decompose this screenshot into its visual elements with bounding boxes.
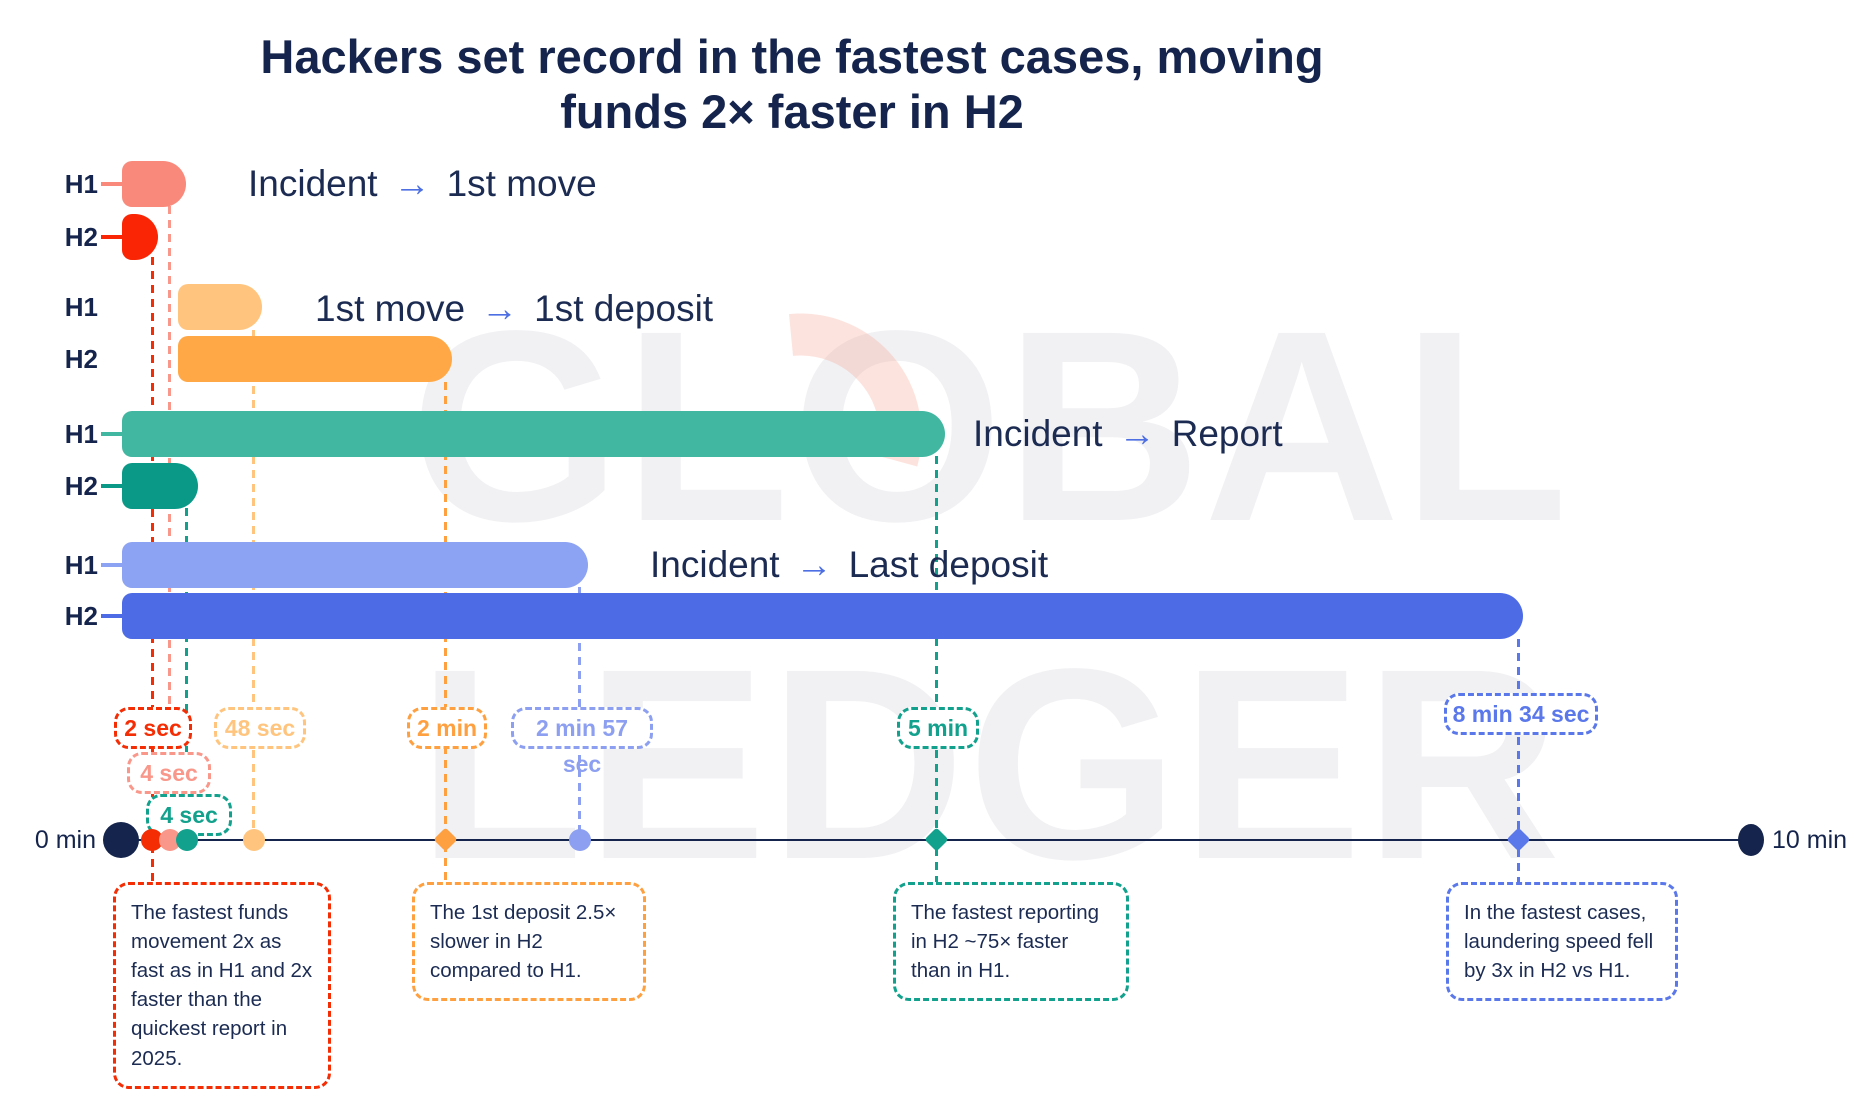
axis-start-label: 0 min bbox=[34, 826, 96, 854]
value-pill-5min: 5 min bbox=[897, 707, 979, 749]
annotation-fastest-reporting: The fastest reporting in H2 ~75× faster … bbox=[893, 882, 1129, 1002]
tick-h1-g3 bbox=[101, 432, 122, 436]
axis-end-label: 10 min bbox=[1772, 826, 1848, 854]
watermark-ledger: LEDGER bbox=[417, 612, 1563, 916]
bar-h2-incident-last-deposit[interactable] bbox=[122, 593, 1523, 639]
annotation-first-deposit: The 1st deposit 2.5× slower in H2 compar… bbox=[412, 882, 646, 1002]
value-pill-48sec: 48 sec bbox=[214, 707, 306, 749]
arrow-right-icon: → bbox=[1118, 413, 1156, 454]
title-line-2: funds 2× faster in H2 bbox=[560, 84, 1024, 138]
annotation-laundering-speed: In the fastest cases, laundering speed f… bbox=[1446, 882, 1678, 1002]
row-label-h1-g3: H1 bbox=[64, 419, 98, 449]
group2-to: 1st deposit bbox=[534, 288, 714, 329]
row-label-h2-g1: H2 bbox=[64, 222, 98, 252]
group3-from: Incident bbox=[973, 413, 1103, 454]
arrow-right-icon: → bbox=[481, 288, 519, 329]
bar-h1-first-move-first-deposit[interactable] bbox=[178, 284, 262, 330]
row-label-h2-g3: H2 bbox=[64, 471, 98, 501]
group4-to: Last deposit bbox=[848, 544, 1049, 585]
tick-h2-g4 bbox=[101, 614, 122, 618]
timeline-dot-2sec bbox=[141, 829, 163, 851]
group-label-incident-first-move: Incident → 1st move bbox=[248, 161, 597, 207]
arrow-right-icon: → bbox=[393, 163, 431, 204]
group4-from: Incident bbox=[650, 544, 780, 585]
group2-from: 1st move bbox=[315, 288, 466, 329]
row-label-h2-g2: H2 bbox=[64, 344, 98, 374]
row-label-h2-g4: H2 bbox=[64, 601, 98, 631]
tick-h2-g1 bbox=[101, 235, 122, 239]
group3-to: Report bbox=[1171, 413, 1283, 454]
marker-line-8min34sec bbox=[1517, 639, 1520, 882]
bar-h2-incident-report[interactable] bbox=[122, 463, 198, 509]
bar-h2-first-move-first-deposit[interactable] bbox=[178, 336, 452, 382]
bar-h1-incident-first-move[interactable] bbox=[122, 161, 186, 207]
row-label-h1-g4: H1 bbox=[64, 550, 98, 580]
value-pill-2sec: 2 sec bbox=[114, 707, 192, 749]
timeline-dot-4sec-report bbox=[176, 829, 198, 851]
timeline-dot-4sec-h1 bbox=[159, 829, 181, 851]
group-label-first-move-first-deposit: 1st move → 1st deposit bbox=[315, 286, 713, 332]
page-title: Hackers set record in the fastest cases,… bbox=[92, 30, 1492, 139]
group-label-incident-last-deposit: Incident → Last deposit bbox=[650, 542, 1048, 588]
marker-line-4sec-teal bbox=[185, 508, 188, 840]
tick-h1-g1 bbox=[101, 182, 122, 186]
value-pill-8min34sec: 8 min 34 sec bbox=[1444, 693, 1598, 735]
tick-h2-g3 bbox=[101, 484, 122, 488]
group-label-incident-report: Incident → Report bbox=[973, 411, 1283, 457]
row-label-h1-g1: H1 bbox=[64, 169, 98, 199]
bar-h2-incident-first-move[interactable] bbox=[122, 214, 158, 260]
row-label-h1-g2: H1 bbox=[64, 292, 98, 322]
value-pill-2min: 2 min bbox=[407, 707, 487, 749]
timeline-dot-48sec bbox=[243, 829, 265, 851]
bar-h1-incident-last-deposit[interactable] bbox=[122, 542, 588, 588]
tick-h1-g4 bbox=[101, 563, 122, 567]
arrow-right-icon: → bbox=[795, 544, 833, 585]
group1-from: Incident bbox=[248, 163, 378, 204]
timeline-dot-2min57sec bbox=[569, 829, 591, 851]
bar-h1-incident-report[interactable] bbox=[122, 411, 945, 457]
axis-start-dot bbox=[103, 822, 139, 858]
group1-to: 1st move bbox=[446, 163, 597, 204]
title-line-1: Hackers set record in the fastest cases,… bbox=[260, 30, 1324, 83]
value-pill-2min57sec: 2 min 57 sec bbox=[511, 707, 653, 777]
axis-end-dot bbox=[1738, 824, 1764, 856]
value-pill-4sec-h1: 4 sec bbox=[127, 752, 211, 794]
marker-line-5min bbox=[935, 456, 938, 882]
annotation-fastest-funds: The fastest funds movement 2x as fast as… bbox=[113, 882, 331, 1089]
